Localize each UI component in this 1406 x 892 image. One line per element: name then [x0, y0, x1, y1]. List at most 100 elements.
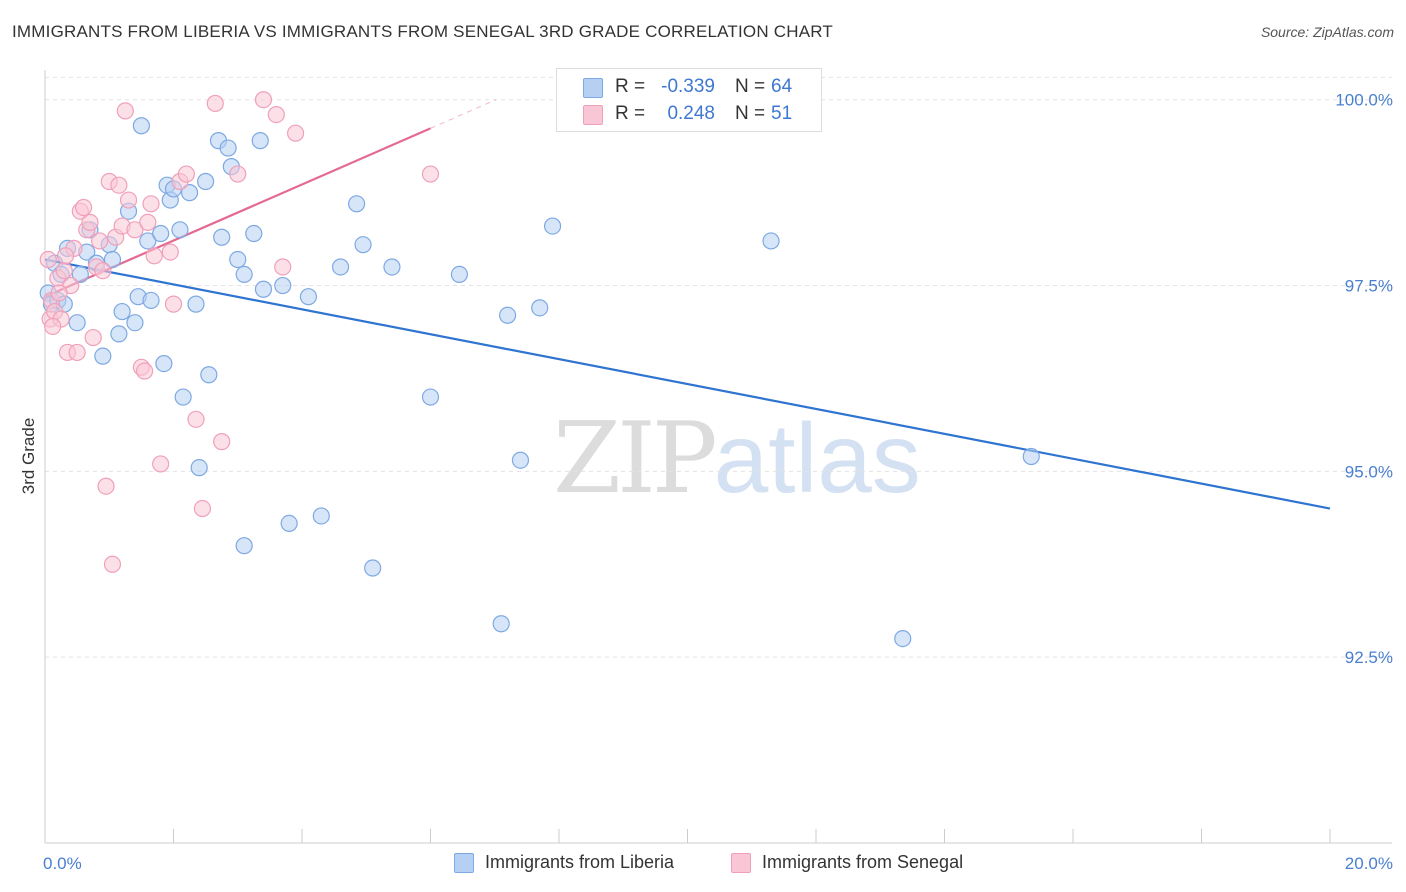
senegal-point [187, 410, 205, 428]
chart-title: IMMIGRANTS FROM LIBERIA VS IMMIGRANTS FR… [12, 22, 833, 41]
senegal-point [135, 362, 154, 380]
liberia-point [251, 132, 269, 150]
liberia-point [254, 280, 273, 298]
liberia-point [190, 459, 208, 477]
liberia-point [312, 507, 330, 525]
senegal-point [68, 343, 86, 362]
liberia-point [421, 388, 440, 406]
senegal-point [274, 258, 292, 276]
senegal-point [286, 124, 305, 142]
liberia-point [110, 325, 128, 343]
y-tick-label: 92.5% [1345, 648, 1393, 667]
liberia-point [213, 228, 231, 246]
liberia-point [68, 314, 86, 332]
liberia-point [299, 288, 318, 306]
senegal-r-value: 0.248 [667, 103, 715, 124]
liberia-point [200, 366, 218, 384]
watermark: ZIPatlas [553, 402, 921, 516]
liberia-point [354, 236, 372, 254]
senegal-point [50, 284, 68, 302]
liberia-point [280, 514, 298, 532]
senegal-point [145, 247, 163, 265]
liberia-point [894, 630, 912, 648]
senegal-point [126, 221, 144, 239]
data-points [39, 91, 1040, 648]
senegal-point [177, 165, 195, 183]
senegal-point [139, 213, 157, 231]
senegal-point [103, 555, 122, 573]
liberia-point [235, 537, 253, 555]
liberia-point [113, 302, 131, 321]
axis-labels: 92.5% 95.0% 97.5% 100.0% 0.0% 20.0% 3rd Grade [19, 91, 1393, 873]
x-tick-label: 0.0% [43, 854, 82, 873]
liberia-point [180, 184, 199, 202]
senegal-point [119, 191, 138, 209]
senegal-n-label: N = [735, 103, 766, 124]
y-axis-label: 3rd Grade [19, 418, 38, 495]
liberia-point [543, 217, 562, 235]
senegal-point [39, 250, 57, 269]
axes [44, 70, 1392, 844]
liberia-point [331, 258, 350, 276]
liberia-swatch [583, 78, 603, 98]
senegal-point [229, 165, 247, 183]
senegal-point [142, 195, 160, 213]
bottom-liberia-swatch [454, 853, 474, 873]
liberia-r-label: R = [615, 76, 646, 97]
senegal-point [97, 477, 115, 495]
liberia-point [219, 139, 237, 157]
stats-legend: R = -0.339 N = 64 R = 0.248 N = 51 [556, 68, 822, 132]
senegal-point [94, 262, 112, 280]
liberia-r-value: -0.339 [661, 76, 715, 97]
liberia-point [492, 615, 510, 633]
senegal-point [213, 433, 231, 451]
liberia-point [197, 172, 215, 191]
senegal-point [81, 213, 99, 231]
liberia-point [155, 354, 173, 373]
senegal-point [206, 94, 224, 113]
liberia-point [139, 232, 157, 250]
senegal-point [421, 165, 440, 183]
watermark-zip: ZIP [553, 402, 718, 516]
liberia-point [94, 347, 112, 365]
y-tick-label: 97.5% [1345, 277, 1393, 296]
liberia-point [383, 258, 401, 276]
bottom-liberia-label: Immigrants from Liberia [485, 852, 675, 872]
senegal-point [164, 295, 183, 313]
liberia-point [511, 451, 530, 469]
senegal-point [152, 455, 170, 473]
senegal-swatch [583, 105, 603, 125]
liberia-point [174, 388, 192, 406]
senegal-point [91, 232, 109, 250]
senegal-point [74, 198, 93, 217]
senegal-point [193, 499, 212, 518]
senegal-trend-line-extension [430, 99, 497, 129]
liberia-point [499, 306, 517, 324]
grid-lines [45, 76, 1392, 658]
source-credit: Source: ZipAtlas.com [1260, 24, 1394, 40]
senegal-point [84, 328, 102, 347]
bottom-senegal-label: Immigrants from Senegal [762, 852, 964, 872]
senegal-point [44, 317, 62, 336]
liberia-point [229, 250, 247, 269]
liberia-point [762, 232, 780, 250]
liberia-point [274, 276, 292, 295]
liberia-trend-line [44, 258, 1331, 510]
watermark-atlas: atlas [713, 403, 921, 513]
liberia-point [171, 221, 189, 239]
liberia-point [152, 224, 170, 243]
liberia-point [126, 314, 144, 332]
senegal-n-value: 51 [771, 103, 793, 124]
liberia-point [245, 224, 263, 243]
senegal-r-label: R = [615, 103, 646, 124]
liberia-point [71, 265, 89, 283]
senegal-point [267, 105, 285, 124]
senegal-point [55, 262, 73, 280]
liberia-point [187, 295, 205, 313]
liberia-point [235, 265, 253, 283]
senegal-point [116, 102, 134, 120]
bottom-senegal-swatch [731, 853, 751, 873]
y-tick-label: 95.0% [1345, 462, 1393, 481]
liberia-point [531, 299, 549, 317]
